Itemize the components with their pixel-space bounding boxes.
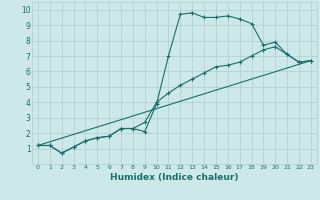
X-axis label: Humidex (Indice chaleur): Humidex (Indice chaleur): [110, 173, 239, 182]
